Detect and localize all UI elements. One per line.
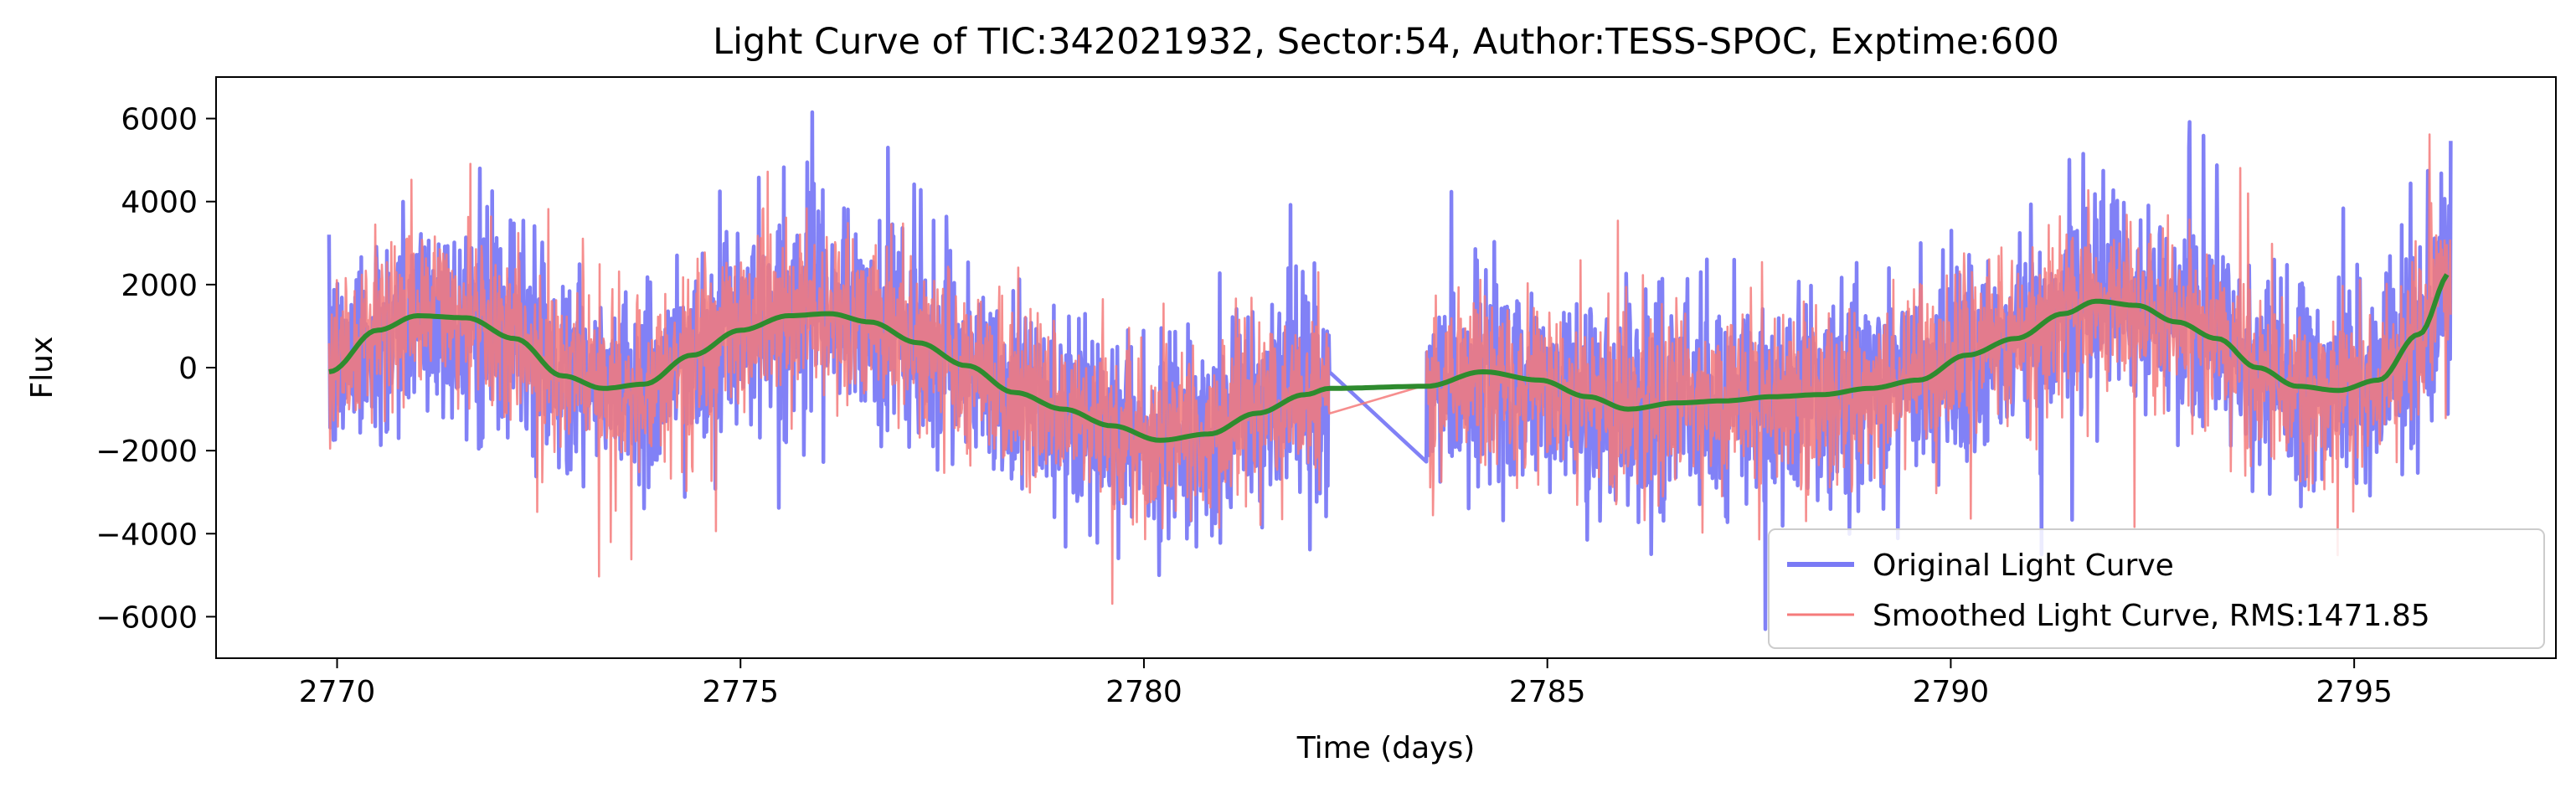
y-tick-label: −6000 (95, 600, 198, 635)
x-axis-label: Time (days) (1296, 731, 1476, 765)
y-axis-label: Flux (25, 337, 59, 399)
y-tick-label: 4000 (121, 186, 198, 220)
legend-entry: Smoothed Light Curve, RMS:1471.85 (1873, 599, 2430, 633)
y-tick-label: 0 (178, 352, 198, 386)
legend-box (1768, 528, 2545, 649)
series-trend-line (328, 273, 2450, 443)
series-layer (327, 110, 2453, 631)
x-tick-label: 2770 (299, 675, 376, 709)
chart-title: Light Curve of TIC:342021932, Sector:54,… (713, 21, 2059, 63)
legend-entry: Original Light Curve (1873, 549, 2174, 583)
y-tick-label: −4000 (95, 518, 198, 552)
y-tick-label: 2000 (121, 269, 198, 303)
x-tick-label: 2785 (1509, 675, 1586, 709)
y-tick-label: 6000 (121, 103, 198, 137)
x-tick-label: 2790 (1913, 675, 1990, 709)
x-tick-label: 2775 (702, 675, 779, 709)
y-tick-label: −2000 (95, 435, 198, 469)
legend: Original Light Curve Smoothed Light Curve… (1768, 528, 2545, 649)
y-axis: −6000 −4000 −2000 0 2000 4000 6000 (95, 103, 216, 635)
x-tick-label: 2795 (2316, 675, 2393, 709)
x-axis: 2770 2775 2780 2785 2790 2795 (299, 658, 2393, 709)
x-tick-label: 2780 (1105, 675, 1182, 709)
